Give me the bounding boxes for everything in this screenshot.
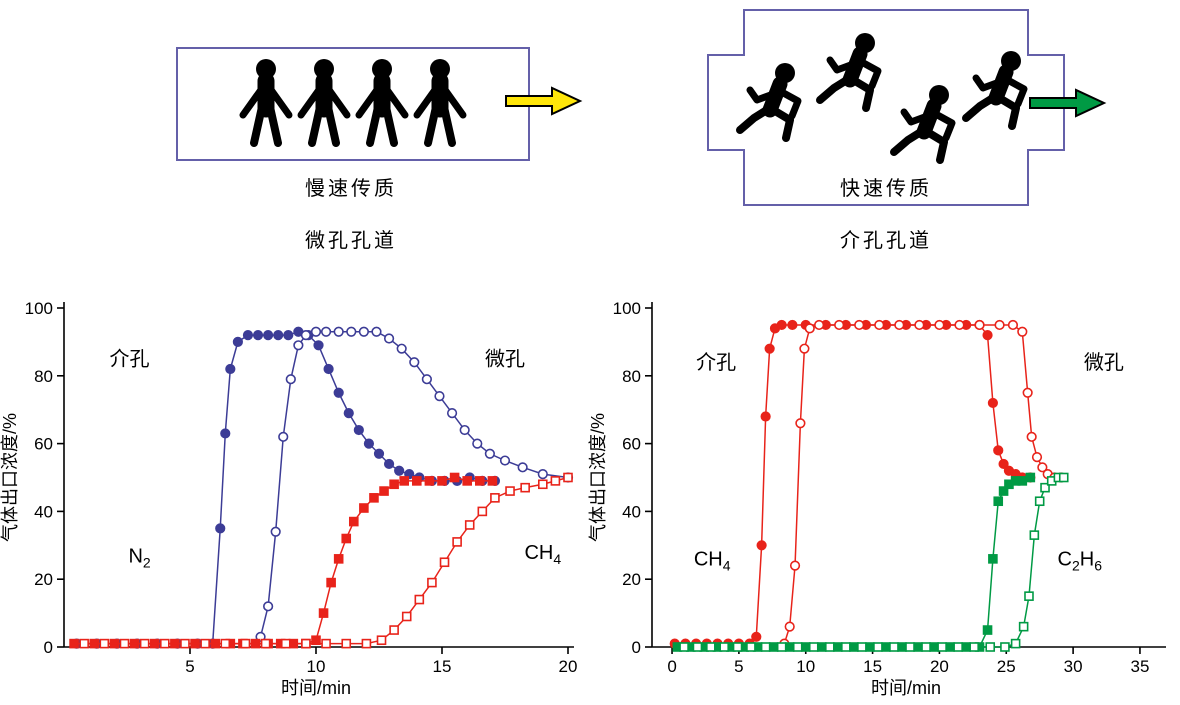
svg-text:微孔: 微孔 xyxy=(1084,351,1124,374)
svg-text:介孔: 介孔 xyxy=(696,351,736,374)
svg-text:80: 80 xyxy=(622,367,641,386)
svg-text:0: 0 xyxy=(667,657,676,676)
mesopore-channel-box xyxy=(707,9,1065,206)
fast-transfer-label: 快速传质 xyxy=(840,178,932,200)
svg-text:20: 20 xyxy=(34,570,53,589)
standing-people-group xyxy=(239,59,467,147)
mesopore-channel-label: 介孔孔道 xyxy=(840,230,932,252)
svg-text:CH4: CH4 xyxy=(524,542,561,567)
svg-text:介孔: 介孔 xyxy=(110,348,150,371)
svg-text:时间/min: 时间/min xyxy=(281,678,351,698)
slow-flow-arrow-icon xyxy=(505,86,583,116)
svg-text:气体出口浓度/%: 气体出口浓度/% xyxy=(0,413,20,542)
svg-text:15: 15 xyxy=(863,657,882,676)
running-person-icon xyxy=(816,33,882,112)
svg-text:10: 10 xyxy=(796,657,815,676)
svg-text:0: 0 xyxy=(632,638,641,657)
svg-text:微孔: 微孔 xyxy=(485,348,525,371)
standing-person-icon xyxy=(239,59,293,147)
fast-flow-arrow-icon xyxy=(1029,88,1107,118)
svg-text:80: 80 xyxy=(34,367,53,386)
svg-text:100: 100 xyxy=(613,299,641,318)
svg-text:气体出口浓度/%: 气体出口浓度/% xyxy=(588,413,608,542)
mesopore-breakthrough-chart: 0 5 10 15 20 25 30 35 0 20 40 60 80 100 时间/min 气体出口浓度/%… xyxy=(588,299,1166,698)
svg-text:20: 20 xyxy=(622,570,641,589)
micropore-channel-box xyxy=(176,47,530,161)
standing-person-icon xyxy=(355,59,409,147)
micropore-channel-label: 微孔孔道 xyxy=(305,230,397,252)
svg-text:20: 20 xyxy=(559,657,578,676)
svg-text:时间/min: 时间/min xyxy=(871,678,941,698)
svg-text:10: 10 xyxy=(307,657,326,676)
svg-text:35: 35 xyxy=(1130,657,1149,676)
svg-text:40: 40 xyxy=(622,502,641,521)
running-person-icon xyxy=(890,85,956,164)
micropore-breakthrough-chart: 5 10 15 20 0 20 40 60 80 100 时间/min 气体出口浓度/% 介孔 微孔 N2 C… xyxy=(0,299,578,698)
svg-text:100: 100 xyxy=(25,299,53,318)
standing-person-icon xyxy=(413,59,467,147)
running-person-icon xyxy=(962,51,1028,130)
standing-person-icon xyxy=(297,59,351,147)
svg-text:N2: N2 xyxy=(128,545,150,570)
svg-text:25: 25 xyxy=(997,657,1016,676)
running-person-icon xyxy=(736,63,802,142)
svg-text:0: 0 xyxy=(44,638,53,657)
svg-text:20: 20 xyxy=(930,657,949,676)
svg-text:60: 60 xyxy=(34,435,53,454)
slow-transfer-label: 慢速传质 xyxy=(305,178,397,200)
svg-text:CH4: CH4 xyxy=(694,549,731,574)
svg-text:15: 15 xyxy=(433,657,452,676)
svg-text:30: 30 xyxy=(1064,657,1083,676)
svg-text:5: 5 xyxy=(734,657,743,676)
svg-text:40: 40 xyxy=(34,502,53,521)
svg-text:60: 60 xyxy=(622,435,641,454)
svg-text:C2H6: C2H6 xyxy=(1058,549,1103,574)
svg-text:5: 5 xyxy=(185,657,194,676)
